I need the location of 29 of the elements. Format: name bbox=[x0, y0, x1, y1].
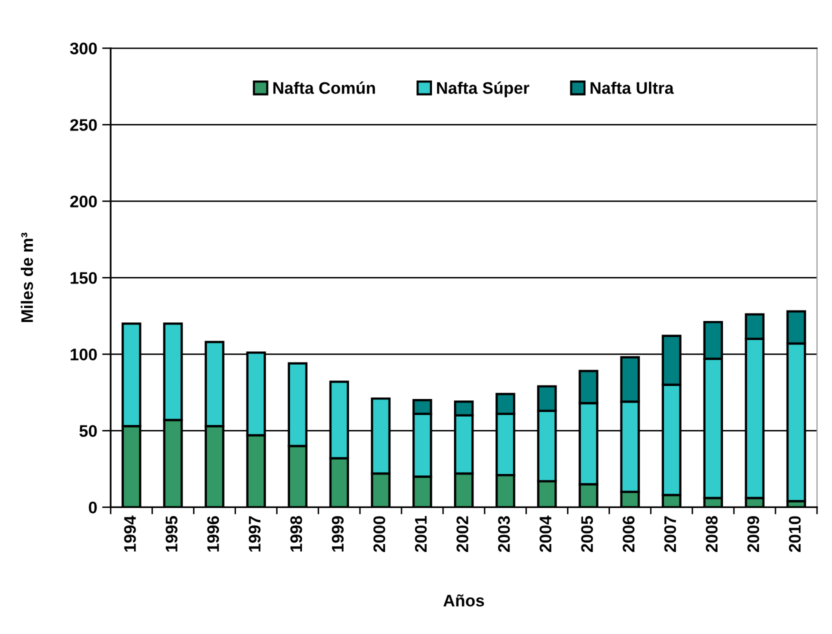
y-tick-label: 100 bbox=[70, 348, 97, 360]
x-tick-label: 2008 bbox=[706, 516, 718, 552]
x-tick-label: 2009 bbox=[747, 516, 760, 552]
x-tick-label: 2001 bbox=[414, 516, 427, 552]
x-tick-label: 2005 bbox=[581, 516, 593, 552]
legend-label: Nafta Común bbox=[273, 82, 375, 94]
x-tick-label: 1996 bbox=[207, 516, 220, 552]
legend-label: Nafta Súper bbox=[437, 82, 530, 98]
y-tick-label: 0 bbox=[88, 502, 97, 514]
x-tick-label: 2006 bbox=[622, 516, 635, 552]
x-tick-label: 1999 bbox=[332, 516, 344, 552]
x-tick-label: 1997 bbox=[248, 516, 261, 552]
x-tick-label: 2004 bbox=[540, 516, 552, 552]
x-tick-label: 2007 bbox=[664, 516, 676, 552]
legend-label: Nafta Ultra bbox=[590, 82, 674, 94]
y-tick-label: 250 bbox=[70, 119, 97, 131]
y-tick-label: 200 bbox=[70, 196, 97, 208]
y-tick-label: 150 bbox=[70, 272, 97, 284]
x-tick-label: 2002 bbox=[456, 516, 468, 552]
y-tick-label: 50 bbox=[79, 425, 97, 437]
x-tick-label: 2003 bbox=[498, 516, 510, 552]
x-tick-label: 1994 bbox=[124, 516, 136, 552]
y-tick-label: 300 bbox=[70, 42, 97, 54]
x-tick-label: 2010 bbox=[788, 516, 801, 552]
x-tick-label: 2000 bbox=[373, 516, 386, 552]
x-axis-title: Años bbox=[443, 594, 484, 607]
x-tick-label: 1995 bbox=[166, 516, 178, 552]
x-tick-label: 1998 bbox=[290, 516, 302, 552]
y-axis-title: Miles de m³ bbox=[20, 232, 34, 322]
